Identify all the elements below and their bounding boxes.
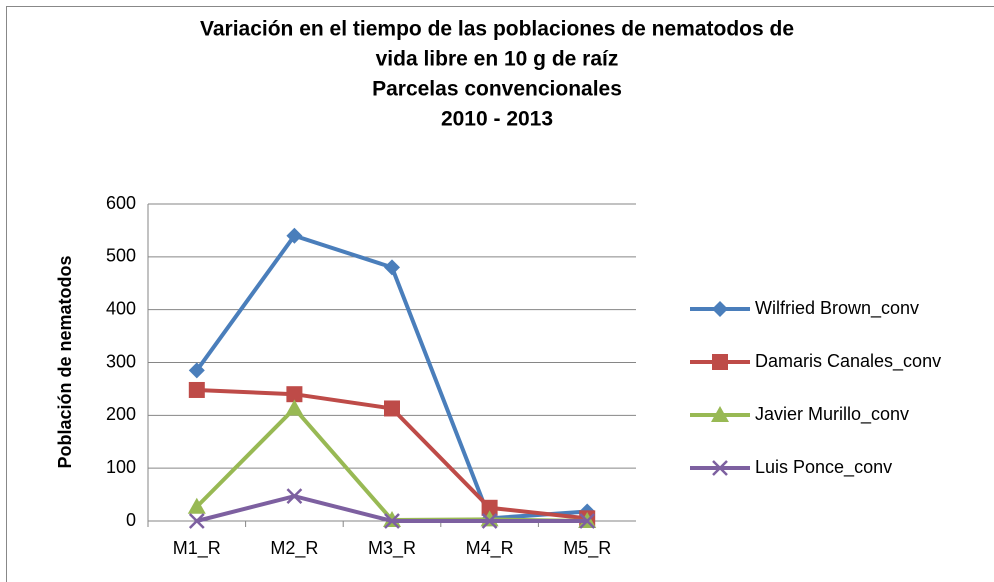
y-axis-title: Población de nematodos: [55, 255, 75, 468]
y-tick-label: 600: [106, 193, 136, 213]
y-tick-label: 300: [106, 351, 136, 371]
marker: [187, 497, 206, 514]
y-tick-label: 500: [106, 246, 136, 266]
legend-label: Damaris Canales_conv: [755, 351, 941, 372]
marker: [286, 386, 303, 403]
marker: [188, 362, 205, 379]
legend-label: Luis Ponce_conv: [755, 457, 892, 478]
x-tick-label: M5_R: [563, 538, 611, 559]
chart-title: 2010 - 2013: [441, 108, 553, 131]
legend-marker: [712, 460, 728, 476]
marker: [384, 259, 400, 276]
marker: [188, 513, 205, 529]
y-tick-label: 400: [106, 298, 136, 318]
chart-title: Variación en el tiempo de las poblacione…: [200, 18, 794, 41]
x-tick-label: M3_R: [368, 538, 416, 559]
chart-frame: [6, 6, 994, 582]
marker: [286, 488, 303, 505]
legend-marker: [712, 354, 728, 370]
marker: [286, 227, 303, 244]
marker: [384, 513, 400, 529]
y-tick-label: 0: [126, 510, 136, 530]
marker: [481, 499, 498, 516]
x-tick-label: M4_R: [466, 538, 514, 559]
x-tick-label: M1_R: [173, 538, 221, 559]
marker: [481, 513, 498, 529]
chart-title: Parcelas convencionales: [372, 78, 622, 101]
marker: [384, 400, 400, 417]
marker: [579, 513, 596, 529]
y-tick-label: 200: [106, 404, 136, 424]
legend-label: Wilfried Brown_conv: [755, 298, 919, 319]
chart-title: vida libre en 10 g de raíz: [376, 48, 619, 71]
marker: [285, 399, 304, 416]
legend-marker: [711, 406, 729, 422]
series-line: [195, 233, 588, 521]
marker: [188, 381, 205, 398]
x-tick-label: M2_R: [270, 538, 318, 559]
y-tick-label: 100: [106, 457, 136, 477]
legend-label: Javier Murillo_conv: [755, 404, 909, 425]
legend-marker: [712, 301, 728, 317]
